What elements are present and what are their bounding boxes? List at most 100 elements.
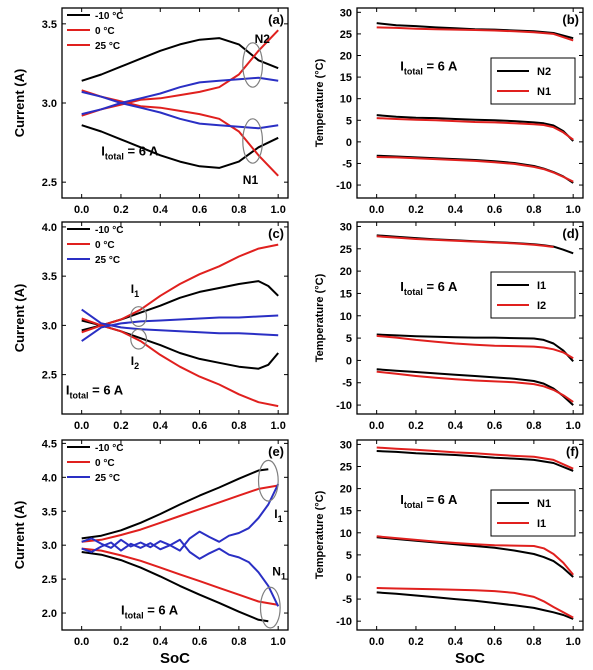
x-tick-label: 0.4	[153, 420, 169, 432]
legend: -10 °C 0 °C 25 °C	[67, 225, 123, 266]
series-line-4	[81, 89, 279, 177]
series-line-6	[376, 587, 574, 619]
plot-frame	[356, 7, 584, 199]
legend-label: 25 °C	[95, 473, 120, 484]
series-line-6	[376, 370, 574, 403]
legend-label: 25 °C	[95, 41, 120, 52]
y-tick-label: 4.0	[42, 222, 57, 234]
panel-e: 0.0 0.2 0.4 0.6 0.8 1.0 2.0 2.5 3.0 3.5 4.0 4.5 Curr…	[12, 438, 289, 667]
x-tick-label: 0.4	[153, 636, 169, 648]
series-line-2	[81, 551, 269, 623]
y-tick-label: 4.0	[42, 472, 57, 484]
annotation-label: I2	[131, 354, 139, 371]
legend: I1 I2	[490, 271, 576, 319]
panel-label: (a)	[268, 12, 284, 27]
legend-label: I1	[537, 280, 546, 292]
x-tick-label: 0.4	[153, 204, 169, 216]
legend: -10 °C 0 °C 25 °C	[67, 443, 123, 484]
series-group	[81, 243, 279, 408]
series-line-2	[376, 235, 554, 248]
series-group	[81, 468, 280, 623]
panel-c: 0.0 0.2 0.4 0.6 0.8 1.0 2.5 3.0 3.5 4.0 Current (A…	[12, 221, 289, 432]
series-line-5	[376, 368, 574, 406]
y-tick-label: 30	[340, 439, 352, 451]
annotation-label: I1	[131, 282, 139, 299]
series-line-4	[81, 317, 279, 408]
annotation-label: N1	[243, 173, 259, 187]
x-tick-label: 0.6	[192, 636, 207, 648]
series-line-3	[376, 536, 574, 578]
panel-label: (d)	[562, 226, 579, 241]
y-tick-label: 30	[340, 7, 352, 19]
series-line-6	[81, 308, 279, 337]
highlight-ellipse-2	[130, 328, 148, 350]
annotation-label: Itotal = 6 A	[66, 382, 124, 400]
y-axis-label: Temperature (°C)	[314, 58, 326, 147]
x-tick-label: 0.8	[231, 636, 246, 648]
series-line-3	[81, 243, 279, 334]
panel-f: 0.0 0.2 0.4 0.6 0.8 1.0 -10 -5 0 5 10 15 20 25 30 Tempe…	[314, 439, 584, 667]
panel-label: (b)	[562, 12, 579, 27]
y-tick-label: 20	[340, 484, 352, 496]
y-tick-label: 3.0	[42, 98, 57, 110]
legend: -10 °C 0 °C 25 °C	[67, 11, 123, 52]
series-line-3	[376, 333, 574, 362]
y-axis-label: Current (A)	[12, 501, 27, 570]
legend-label: 0 °C	[95, 240, 115, 251]
annotation-label: N2	[255, 32, 271, 46]
legend-label: -10 °C	[95, 225, 123, 236]
y-tick-label: -10	[336, 616, 352, 628]
panel-label: (e)	[268, 444, 284, 459]
annotation-label: Itotal = 6 A	[121, 602, 179, 620]
y-tick-label: -5	[342, 594, 352, 606]
y-tick-label: 25	[340, 29, 352, 41]
x-tick-label: 0.2	[408, 204, 423, 216]
y-tick-label: -10	[336, 400, 352, 412]
y-tick-label: 2.5	[42, 177, 57, 189]
y-tick-label: 3.0	[42, 320, 57, 332]
series-line-2	[376, 446, 574, 470]
legend-box	[490, 271, 576, 319]
y-tick-label: 3.5	[42, 506, 57, 518]
y-tick-label: 5	[346, 550, 352, 562]
panel-label: (c)	[268, 226, 284, 241]
series-line-4	[376, 334, 574, 360]
highlight-ellipse-1	[242, 42, 264, 88]
y-tick-label: 0	[346, 137, 352, 149]
x-tick-label: 0.6	[192, 420, 207, 432]
y-tick-label: 3.5	[42, 271, 57, 283]
y-axis-label: Temperature (°C)	[314, 490, 326, 579]
x-tick-label: 0.2	[408, 636, 423, 648]
series-line-3	[81, 29, 279, 117]
y-tick-label: 2.5	[42, 370, 57, 382]
x-tick-label: 0.8	[231, 420, 246, 432]
highlight-ellipse-2	[259, 586, 281, 629]
x-tick-label: 0.8	[526, 420, 541, 432]
x-tick-label: 0.2	[113, 204, 128, 216]
y-tick-label: 10	[340, 94, 352, 106]
series-line-4	[376, 117, 574, 141]
x-tick-label: 0.8	[526, 204, 541, 216]
y-tick-label: -10	[336, 180, 352, 192]
series-line-1	[81, 468, 269, 540]
legend: N1 I1	[490, 489, 576, 537]
annotation-label: Itotal = 6 A	[101, 143, 159, 161]
y-tick-label: 4.5	[42, 438, 57, 450]
series-line-6	[81, 538, 280, 607]
y-tick-label: 30	[340, 221, 352, 233]
annotation-label: Itotal = 6 A	[400, 492, 458, 510]
y-axis-label: Temperature (°C)	[314, 273, 326, 362]
series-group	[376, 22, 574, 184]
series-group	[376, 446, 574, 620]
y-tick-label: 5	[346, 333, 352, 345]
y-tick-label: 3.5	[42, 19, 57, 31]
panel-d: 0.0 0.2 0.4 0.6 0.8 1.0 -10 -5 0 5 10 15 20 25 30 Tempe…	[314, 221, 584, 432]
plot-frame	[61, 221, 289, 415]
panel-b: 0.0 0.2 0.4 0.6 0.8 1.0 -10 -5 0 5 10 15 20 25 30 Tempe…	[314, 7, 584, 216]
series-line-6	[376, 156, 574, 183]
legend-label: N2	[537, 66, 551, 78]
y-tick-label: 10	[340, 311, 352, 323]
y-axis-label: Current (A)	[12, 284, 27, 353]
y-tick-label: 0	[346, 572, 352, 584]
